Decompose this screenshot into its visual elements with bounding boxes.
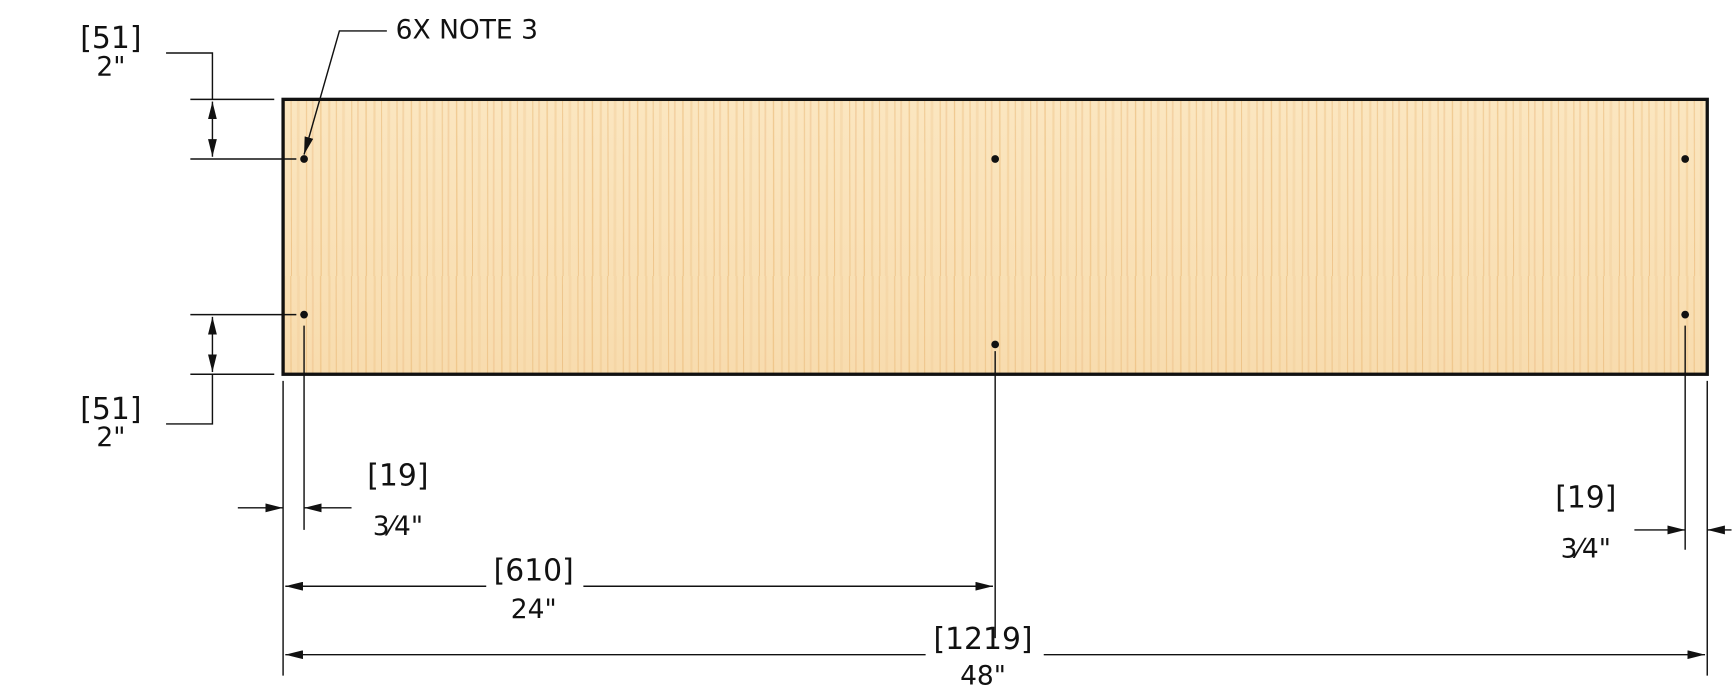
dim-mm: [1219] [933, 622, 1032, 657]
dim-inch: 2" [96, 422, 125, 453]
dim-inch: 2" [96, 51, 125, 82]
note: 6X NOTE 3 [396, 14, 538, 45]
dim-mm: [19] [1555, 481, 1616, 516]
dim-mm: [19] [367, 458, 428, 493]
dim-mm: [610] [494, 553, 574, 588]
dim-inch: 24" [511, 594, 557, 625]
drawing: 6X NOTE 3 [51] 2" [51] 2" [19] 3⁄4" [19]… [0, 0, 1732, 690]
dim-bottom-left [166, 315, 296, 424]
board [283, 99, 1707, 374]
dim-top-left [166, 53, 296, 159]
dim-inch: 48" [960, 660, 1006, 690]
dim-inch: 3⁄4" [1561, 533, 1611, 564]
page: 6X NOTE 3 [51] 2" [51] 2" [19] 3⁄4" [19]… [0, 0, 1732, 690]
dim-inch: 3⁄4" [373, 511, 423, 542]
